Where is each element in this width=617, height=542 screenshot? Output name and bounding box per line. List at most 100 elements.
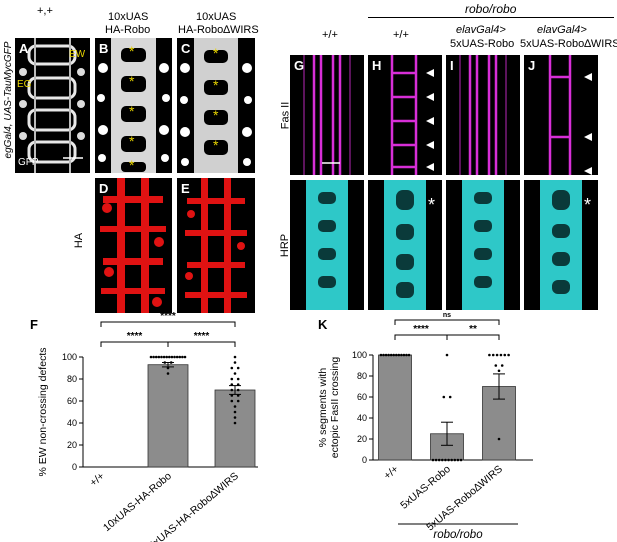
label-wt-g: +/+ (322, 29, 338, 41)
data-point (491, 353, 495, 357)
data-point (437, 458, 441, 462)
panel-e-image (185, 178, 247, 313)
bar (378, 354, 412, 461)
row-label-ha: HA (73, 232, 86, 249)
data-point (407, 353, 411, 357)
significance-bracket (100, 341, 169, 347)
y-tick-label: 20 (67, 440, 77, 450)
data-point (166, 372, 170, 375)
significance-bracket (167, 341, 236, 347)
data-point (445, 353, 449, 357)
data-point (384, 353, 388, 357)
data-point (230, 399, 234, 403)
letter-d: D (99, 181, 109, 196)
label-wirs-1: elavGal4> (537, 24, 587, 36)
data-point (448, 395, 452, 399)
x-tick-label: 5xUAS-Robo (398, 463, 453, 512)
data-point (166, 366, 170, 370)
letter-h: H (372, 58, 382, 73)
data-point (152, 355, 155, 359)
data-point (500, 364, 504, 367)
data-point (507, 353, 510, 357)
data-point (230, 394, 234, 397)
panel-g-fasii: G (290, 55, 364, 175)
letter-k: K (318, 317, 328, 332)
label-ha-wirs-2: HA-Robo∆WIRS (178, 24, 259, 36)
label-robo-1: elavGal4> (456, 24, 506, 36)
label-wirs-2: 5xUAS-Robo∆WIRS (520, 38, 617, 50)
star: * (129, 103, 135, 119)
label-eg: EG (17, 79, 32, 90)
y-tick-label: 0 (72, 462, 77, 472)
data-point (230, 366, 234, 370)
data-point (236, 388, 240, 392)
data-point (168, 355, 171, 359)
data-point (405, 353, 408, 357)
letter-j: J (528, 58, 536, 73)
data-point (233, 372, 237, 375)
panel-g-hrp-image (306, 180, 348, 310)
star: * (129, 43, 135, 59)
significance-label: **** (194, 331, 210, 342)
y-tick-label: 40 (357, 413, 367, 423)
significance-label: **** (413, 324, 429, 335)
y-tick-label: 100 (352, 350, 367, 360)
data-point (503, 353, 507, 357)
label-wt-h: +/+ (393, 29, 409, 41)
data-point (183, 355, 187, 359)
panel-g-image (303, 55, 351, 175)
panel-e-ha: E (177, 178, 255, 313)
data-point (379, 353, 383, 357)
panel-j-hrp-image (540, 180, 582, 310)
data-point (165, 355, 168, 359)
panel-i-hrp-image (462, 180, 504, 310)
data-point (163, 361, 167, 364)
y-tick-label: 100 (62, 352, 77, 362)
data-point (456, 458, 460, 462)
y-axis-label: % segments with (317, 368, 329, 448)
panel-c-ha-robo-wirs: C * * * * (177, 38, 255, 173)
significance-bracket (394, 334, 448, 340)
significance-bracket (394, 319, 500, 325)
data-point (394, 353, 398, 357)
star: * (129, 157, 135, 173)
label-ha-robo-1: 10xUAS (108, 11, 149, 23)
data-point (441, 458, 444, 462)
letter-a: A (19, 41, 29, 56)
data-point (392, 353, 396, 357)
x-tick-label: 10xUAS-HA-Robo (101, 470, 174, 534)
data-point (175, 355, 179, 359)
data-point (434, 458, 438, 462)
data-point (236, 366, 240, 370)
data-point (450, 458, 453, 462)
star: * (213, 107, 219, 123)
panel-b-ha-robo: B * * * * * (95, 38, 172, 173)
data-point (400, 353, 403, 357)
panel-i-image (459, 55, 507, 175)
data-point (442, 395, 446, 399)
data-point (453, 458, 457, 462)
panel-j-image (548, 55, 592, 175)
label-ha-robo-2: HA-Robo (105, 24, 151, 36)
significance-label: **** (127, 331, 143, 342)
data-point (444, 458, 447, 462)
data-point (233, 405, 237, 408)
data-point (236, 394, 240, 397)
panel-a-image (19, 38, 85, 173)
y-tick-label: 80 (357, 371, 367, 381)
letter-c: C (181, 41, 191, 56)
y-tick-label: 60 (67, 396, 77, 406)
star-j: * (584, 195, 592, 215)
data-point (497, 437, 501, 441)
data-point (402, 353, 406, 357)
label-ew: EW (69, 49, 86, 60)
panel-d-ha: D (95, 178, 172, 313)
data-point (233, 355, 237, 359)
side-label-genotype: egGal4, UAS-TauMycGFP (3, 41, 14, 159)
panel-b-image (97, 38, 170, 173)
data-point (236, 383, 240, 386)
data-point (397, 353, 401, 357)
panel-h-image (390, 55, 434, 175)
significance-bracket (100, 321, 236, 327)
data-point (178, 355, 182, 359)
